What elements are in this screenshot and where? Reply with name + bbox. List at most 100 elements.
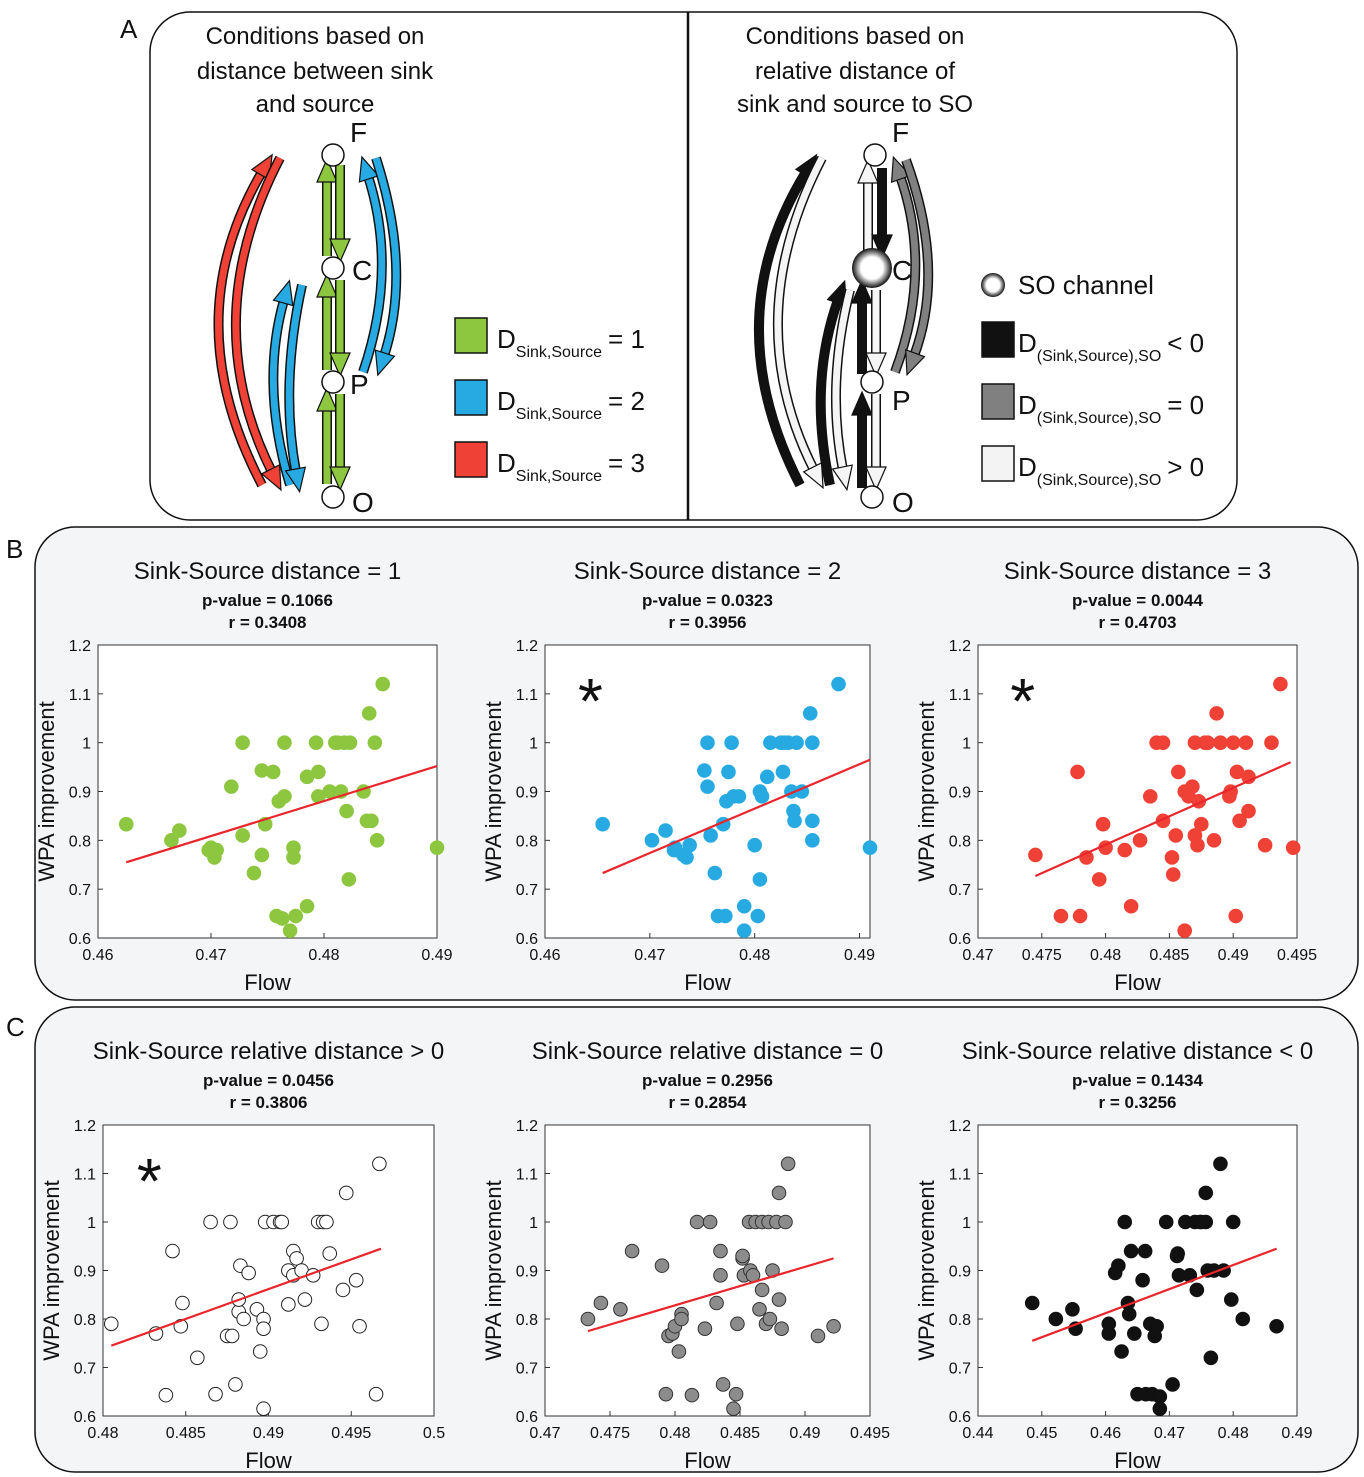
y-tick-label: 0.6 [949, 1409, 971, 1426]
point [1285, 840, 1301, 855]
point [644, 833, 660, 848]
point [1070, 764, 1085, 780]
heading: distance between sink [197, 58, 434, 85]
point [203, 1214, 218, 1230]
y-axis-label: WPA improvement [481, 701, 506, 882]
arrow [215, 153, 273, 487]
so-node [852, 248, 892, 288]
point [707, 865, 723, 881]
point [721, 764, 736, 780]
legend-subscript: (Sink,Source),SO [1037, 472, 1161, 489]
panel-label: A [120, 14, 138, 44]
point [700, 779, 715, 794]
x-tick-label: 0.49 [1218, 947, 1249, 964]
plot-area [977, 1124, 1298, 1417]
point [1091, 872, 1107, 887]
point [236, 1311, 251, 1327]
point [252, 1344, 268, 1359]
point [1117, 842, 1133, 858]
x-tick-label: 0.5 [423, 1425, 445, 1442]
chart-title: Sink-Source distance = 3 [1004, 558, 1271, 585]
x-tick-label: 0.49 [789, 1425, 820, 1442]
point [254, 847, 270, 863]
x-tick-label: 0.48 [739, 947, 770, 964]
point [352, 1318, 367, 1334]
point [1190, 837, 1205, 853]
point [747, 837, 762, 853]
y-axis-label: WPA improvement [914, 701, 939, 882]
heading: Conditions based on [746, 23, 965, 50]
y-tick-label: 0.6 [516, 1409, 538, 1426]
point [277, 789, 292, 804]
node-label: O [892, 487, 914, 518]
plot-area [97, 644, 438, 939]
legend-subscript: (Sink,Source),SO [1037, 410, 1161, 427]
y-tick-label: 1 [962, 1215, 971, 1232]
point [1158, 1214, 1174, 1230]
y-tick-label: 0.8 [69, 833, 91, 850]
point [697, 763, 712, 778]
plot-area [544, 1124, 871, 1417]
point [805, 735, 820, 750]
legend-label: D(Sink,Source),SO > 0 [1018, 452, 1204, 489]
point [209, 842, 224, 858]
legend-swatch [981, 383, 1015, 420]
point [288, 908, 304, 924]
point [286, 840, 301, 855]
x-tick-label: 0.46 [529, 947, 560, 964]
x-axis-label: Flow [1114, 970, 1161, 995]
point [1168, 828, 1184, 843]
point [274, 1214, 290, 1230]
node-label: F [892, 117, 909, 148]
point [787, 813, 802, 829]
x-tick-label: 0.47 [195, 947, 226, 964]
x-tick-label: 0.48 [87, 1425, 118, 1442]
y-tick-label: 1.2 [949, 638, 971, 655]
legend-relation: = 3 [608, 448, 645, 478]
point [780, 1156, 796, 1172]
point [1232, 813, 1247, 829]
y-tick-label: 1 [529, 736, 538, 753]
point [1171, 764, 1186, 780]
legend-label: DSink,Source = 1 [497, 324, 645, 361]
fit-line [1034, 761, 1292, 877]
legend-swatch [981, 321, 1015, 358]
point [372, 1156, 387, 1172]
point [103, 1316, 119, 1332]
point [726, 1401, 741, 1417]
point [1213, 1156, 1228, 1172]
fit-line [1031, 1247, 1277, 1342]
chart-stat: r = 0.2854 [669, 1093, 748, 1112]
point [246, 865, 262, 881]
legend-relation: = 1 [608, 324, 645, 354]
point [1149, 1318, 1164, 1334]
node-label: P [892, 385, 911, 416]
x-tick-label: 0.48 [659, 1425, 690, 1442]
point [1111, 1258, 1126, 1273]
legend: D(Sink,Source),SO < 0D(Sink,Source),SO = 0… [981, 321, 1204, 489]
chart-stat: r = 0.3956 [669, 613, 747, 632]
x-tick-label: 0.45 [1026, 1425, 1057, 1442]
x-tick-label: 0.47 [1154, 1425, 1185, 1442]
point [658, 1386, 674, 1402]
point [322, 1246, 338, 1261]
heading: Conditions based on [206, 23, 425, 50]
point [697, 1321, 713, 1336]
point [375, 676, 391, 692]
arrow [755, 153, 818, 487]
legend-symbol: D [1018, 328, 1037, 358]
point [289, 1251, 304, 1266]
point [1101, 1326, 1117, 1341]
point [700, 735, 715, 750]
x-tick-label: 0.49 [253, 1425, 284, 1442]
legend-relation: = 2 [608, 386, 645, 416]
point [752, 1302, 767, 1317]
chart-stat: r = 0.4703 [1099, 613, 1177, 632]
chart-stat: r = 0.3256 [1099, 1093, 1177, 1112]
point [1121, 1306, 1137, 1322]
point [1273, 676, 1288, 692]
point [319, 1214, 334, 1230]
point [367, 735, 383, 750]
y-tick-label: 0.8 [516, 833, 538, 850]
